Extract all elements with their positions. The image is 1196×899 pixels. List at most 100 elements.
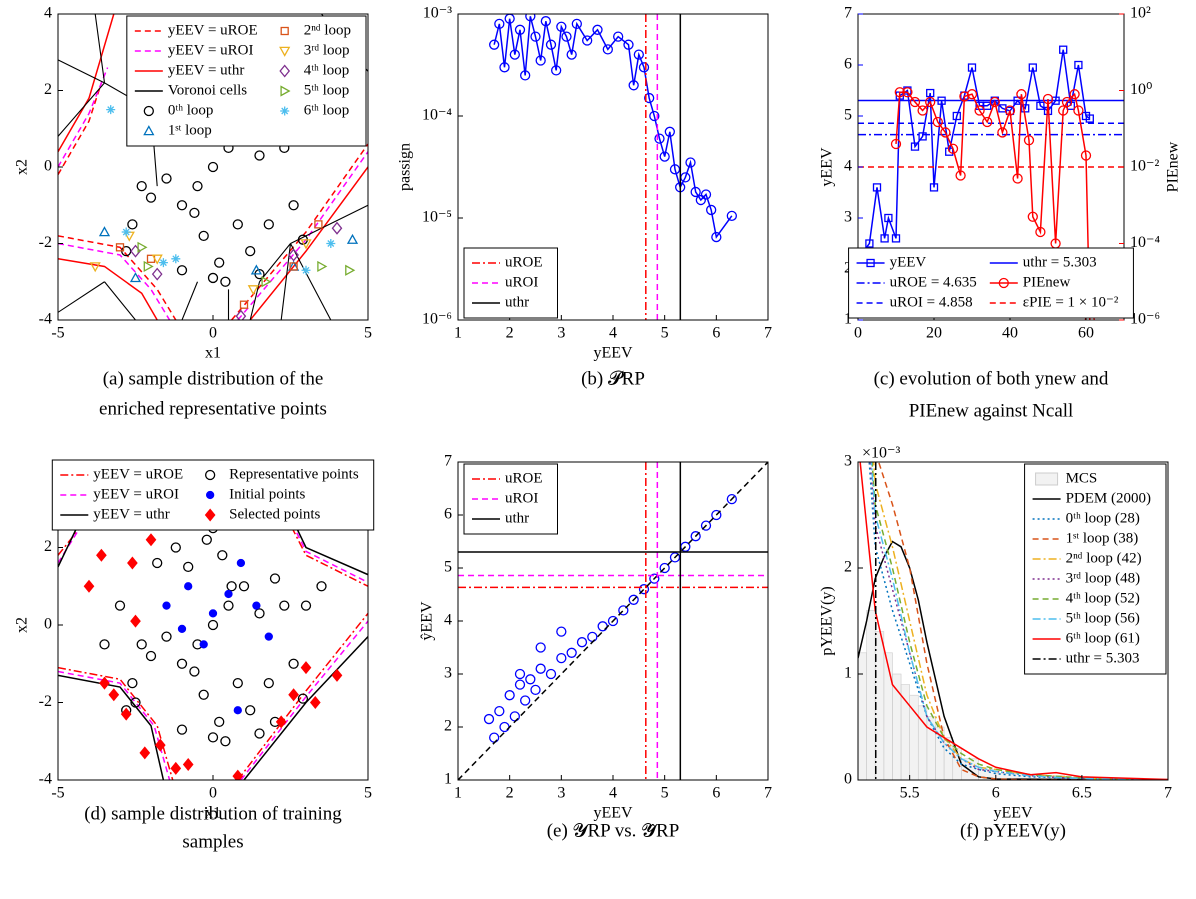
marker (245, 245, 256, 257)
marker (1021, 104, 1030, 113)
marker (263, 219, 274, 230)
marker (638, 584, 650, 595)
x-tick-label: 6 (712, 325, 720, 342)
y-tick-label: 10⁻³ (423, 5, 452, 22)
x-tick-label: 2 (506, 785, 514, 802)
marker (189, 207, 200, 219)
marker (205, 490, 215, 500)
x-tick-label: 0 (209, 325, 217, 342)
y-tick-label: 2 (844, 559, 852, 576)
y-axis-label: x2 (13, 617, 30, 633)
marker (959, 91, 970, 102)
marker (623, 39, 634, 50)
marker (127, 556, 138, 570)
legend-label: 2ⁿᵈ loop (42) (1066, 550, 1142, 566)
marker (618, 605, 629, 616)
marker (880, 234, 889, 243)
marker (151, 254, 163, 265)
histogram-bar (874, 631, 885, 780)
marker (89, 262, 101, 273)
plot-area (458, 462, 768, 780)
marker (535, 642, 546, 653)
y-tick-label: 2 (44, 538, 52, 555)
y-tick-label: 5 (844, 107, 852, 124)
y2-tick-label: 10⁻⁶ (1130, 311, 1160, 328)
marker (177, 624, 187, 634)
marker (520, 70, 531, 81)
marker (309, 695, 321, 710)
legend-label: yEEV = uthr (93, 506, 170, 522)
y-tick-label: 2 (844, 260, 852, 277)
marker (224, 589, 233, 599)
marker (695, 194, 706, 206)
marker (145, 533, 157, 547)
y-tick-label: 0 (44, 158, 52, 175)
marker (1004, 105, 1016, 116)
marker (566, 647, 577, 658)
y2-tick-label: 10² (1130, 5, 1151, 22)
legend-label: 6ᵗʰ loop (61) (1066, 630, 1140, 646)
marker (628, 594, 639, 605)
marker (530, 31, 541, 42)
marker (494, 18, 505, 30)
marker (690, 531, 701, 542)
marker (909, 96, 921, 108)
legend-label: uROI (505, 274, 538, 290)
marker (145, 192, 157, 203)
marker (139, 746, 151, 760)
marker (250, 264, 263, 275)
marker (232, 769, 244, 780)
y-tick-label: 6 (844, 56, 852, 73)
marker (162, 601, 171, 610)
marker (706, 204, 717, 216)
marker (1085, 114, 1094, 123)
marker (220, 736, 231, 747)
series-line (58, 82, 368, 320)
marker (233, 706, 242, 715)
marker (171, 254, 181, 264)
marker (204, 469, 216, 481)
marker (275, 715, 287, 729)
x-tick-label: 7 (764, 785, 772, 802)
marker (143, 260, 154, 273)
marker (289, 262, 298, 271)
marker (499, 721, 510, 733)
legend-label: uROI = 4.858 (890, 294, 973, 310)
marker (129, 272, 142, 283)
marker (582, 35, 593, 46)
marker (483, 713, 495, 725)
caption: (d) sample distribution of training (84, 803, 342, 824)
marker (208, 609, 218, 618)
x-tick-label: 7 (1164, 785, 1172, 802)
series-line (859, 462, 1168, 780)
x-tick-label: 5 (661, 325, 669, 342)
series-line (877, 462, 1168, 780)
marker (1073, 105, 1084, 116)
marker (279, 600, 290, 611)
marker (198, 230, 209, 242)
y-tick-label: 3 (844, 453, 852, 470)
marker (1058, 105, 1069, 116)
marker (1042, 93, 1054, 105)
marker (331, 221, 343, 235)
legend-label: uthr (505, 294, 529, 310)
y-tick-label: 10⁻⁵ (422, 209, 452, 226)
legend-label: 1ˢᵗ loop (38) (1066, 530, 1139, 546)
marker (1028, 63, 1037, 72)
marker (137, 241, 148, 253)
marker (669, 552, 681, 563)
marker (314, 220, 323, 229)
legend-box (463, 247, 558, 319)
x-tick-label: 60 (1078, 325, 1094, 342)
series-line (871, 462, 1168, 780)
legend-label: Selected points (229, 506, 320, 522)
marker (288, 658, 299, 669)
marker (1016, 89, 1027, 100)
histogram-bar (900, 684, 910, 780)
marker (297, 693, 309, 704)
legend-label: uthr (505, 510, 529, 526)
marker (685, 157, 696, 168)
y-tick-label: 7 (444, 453, 452, 470)
y2-tick-label: 10⁻⁴ (1130, 234, 1160, 251)
series-line (872, 462, 1168, 780)
